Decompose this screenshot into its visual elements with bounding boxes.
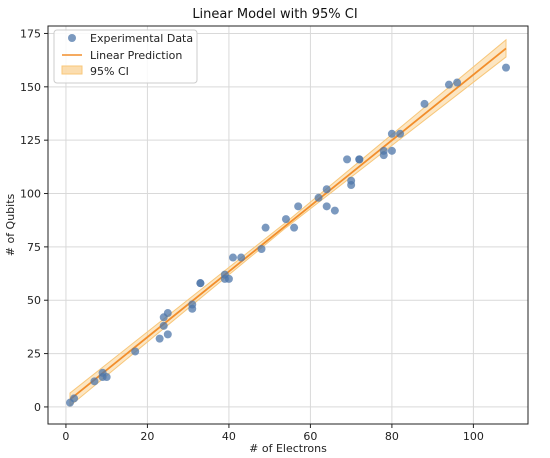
prediction-line-layer (69, 47, 507, 401)
data-point (155, 334, 164, 343)
data-point (261, 223, 270, 232)
x-tick-label: 0 (62, 430, 69, 443)
data-point (420, 99, 429, 108)
data-point (290, 223, 299, 232)
x-tick-label: 80 (385, 430, 399, 443)
plot-frame (47, 25, 529, 425)
data-point (355, 155, 364, 164)
data-point (294, 202, 303, 211)
x-tick-label: 40 (222, 430, 236, 443)
legend-scatter-marker (68, 34, 76, 42)
data-point (159, 321, 168, 330)
y-tick-label: 25 (27, 348, 41, 361)
x-tick-label: 60 (303, 430, 317, 443)
legend-scatter-label: Experimental Data (90, 32, 193, 45)
y-axis-ticks: 0 25 50 75 100 125 150 175 (20, 27, 48, 414)
data-point (188, 300, 197, 309)
data-point (237, 253, 246, 262)
legend-band-label: 95% CI (90, 65, 129, 78)
x-tick-label: 20 (140, 430, 154, 443)
legend: Experimental Data Linear Prediction 95% … (53, 29, 198, 84)
data-point (396, 129, 405, 138)
y-tick-label: 175 (20, 27, 41, 40)
data-point (257, 245, 266, 254)
data-point (163, 330, 172, 339)
data-point (90, 377, 99, 386)
y-tick-label: 50 (27, 294, 41, 307)
prediction-line (69, 47, 507, 401)
y-tick-label: 150 (20, 81, 41, 94)
data-points (66, 63, 510, 407)
data-point (102, 373, 111, 382)
data-point (444, 80, 453, 89)
data-point (224, 274, 233, 283)
legend-band-marker (61, 65, 83, 75)
data-point (281, 215, 290, 224)
x-axis-label: # of Electrons (249, 442, 327, 455)
data-point (322, 202, 331, 211)
data-point (387, 129, 396, 138)
x-tick-label: 100 (463, 430, 484, 443)
data-point (379, 146, 388, 155)
legend-box (53, 29, 198, 84)
y-tick-label: 100 (20, 188, 41, 201)
data-point (501, 63, 510, 72)
data-point (163, 309, 172, 318)
data-point (453, 78, 462, 87)
x-axis-ticks: 0 20 40 60 80 100 (62, 424, 484, 443)
data-point (387, 146, 396, 155)
y-tick-label: 75 (27, 241, 41, 254)
y-tick-label: 0 (34, 401, 41, 414)
data-point (343, 155, 352, 164)
data-point (330, 206, 339, 215)
data-point (314, 193, 323, 202)
legend-line-label: Linear Prediction (90, 49, 182, 62)
y-tick-label: 125 (20, 134, 41, 147)
data-point (131, 347, 140, 356)
data-point (228, 253, 237, 262)
data-point (322, 185, 331, 194)
data-point (196, 279, 205, 288)
chart-title: Linear Model with 95% CI (192, 7, 357, 22)
data-point (70, 394, 79, 403)
data-point (347, 176, 356, 185)
y-axis-label: # of Qubits (4, 193, 17, 256)
